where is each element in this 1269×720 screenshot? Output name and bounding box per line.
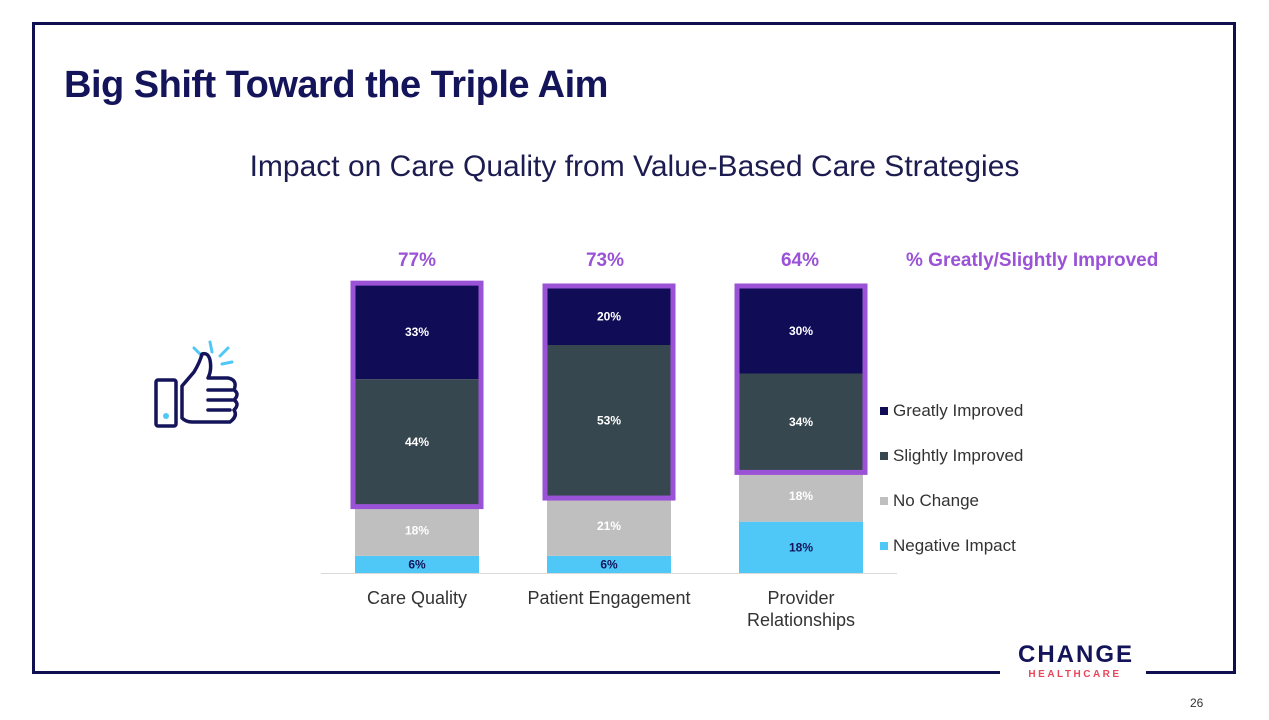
data-label-provider-relationships-no-change: 18%: [789, 489, 813, 503]
slide-title: Big Shift Toward the Triple Aim: [64, 64, 608, 106]
bar-patient-engagement-negative-impact: [547, 555, 671, 573]
improved-highlight-care-quality: [350, 280, 484, 510]
logo-sub-text: HEALTHCARE: [1028, 669, 1122, 680]
legend-item-negative-impact: Negative Impact: [880, 523, 1023, 568]
bar-patient-engagement-slightly-improved: [547, 345, 671, 497]
thumbs-up-icon: [154, 340, 239, 428]
legend-label: Greatly Improved: [893, 400, 1024, 420]
legend-item-greatly-improved: Greatly Improved: [880, 388, 1023, 433]
improved-total-provider-relationships: 64%: [780, 250, 820, 271]
bar-care-quality-no-change: [355, 504, 479, 556]
data-label-care-quality-no-change: 18%: [405, 523, 429, 537]
frame-gap: [1000, 666, 1146, 680]
data-label-provider-relationships-negative-impact: 18%: [789, 540, 813, 554]
improved-highlight-provider-relationships: [734, 283, 868, 475]
improved-highlight-patient-engagement: [542, 283, 676, 501]
data-label-patient-engagement-negative-impact: 6%: [600, 557, 618, 571]
bar-care-quality-slightly-improved: [355, 379, 479, 505]
data-label-patient-engagement-no-change: 21%: [597, 519, 621, 533]
slide-frame: [32, 22, 1236, 674]
legend-swatch: [880, 451, 888, 460]
change-healthcare-logo: CHANGE HEALTHCARE: [1018, 641, 1135, 681]
bar-provider-relationships-no-change: [739, 470, 863, 522]
bar-care-quality-greatly-improved: [355, 285, 479, 380]
data-label-provider-relationships-greatly-improved: 30%: [789, 324, 813, 338]
legend-swatch: [880, 541, 888, 550]
legend-label: Negative Impact: [893, 535, 1016, 555]
data-label-care-quality-slightly-improved: 44%: [405, 435, 429, 449]
bar-provider-relationships-greatly-improved: [739, 288, 863, 374]
page-number: 26: [1190, 696, 1204, 710]
bar-patient-engagement-greatly-improved: [547, 288, 671, 345]
chart-legend: Greatly Improved Slightly Improved No Ch…: [880, 388, 1023, 568]
legend-item-slightly-improved: Slightly Improved: [880, 433, 1023, 478]
bar-provider-relationships-negative-impact: [739, 521, 863, 573]
data-label-care-quality-negative-impact: 6%: [408, 557, 426, 571]
category-label-care-quality: Care Quality: [366, 588, 468, 608]
improved-total-patient-engagement: 73%: [585, 250, 625, 271]
improved-total-care-quality: 77%: [397, 250, 437, 271]
data-label-care-quality-greatly-improved: 33%: [405, 325, 429, 339]
legend-swatch: [880, 496, 888, 505]
legend-swatch: [880, 406, 888, 415]
bar-patient-engagement-no-change: [547, 496, 671, 556]
legend-label: No Change: [893, 490, 980, 510]
category-label-patient-engagement: Patient Engagement: [527, 588, 691, 608]
legend-item-no-change: No Change: [880, 478, 1023, 523]
logo-main-text: CHANGE: [1018, 641, 1135, 668]
data-label-patient-engagement-slightly-improved: 53%: [597, 414, 621, 428]
bar-care-quality-negative-impact: [355, 555, 479, 573]
chart-title: Impact on Care Quality from Value-Based …: [249, 150, 1020, 183]
improved-caption: % Greatly/Slightly Improved: [906, 250, 1159, 271]
bar-provider-relationships-slightly-improved: [739, 373, 863, 471]
data-label-patient-engagement-greatly-improved: 20%: [597, 310, 621, 324]
data-label-provider-relationships-slightly-improved: 34%: [789, 415, 813, 429]
category-label-provider-relationships: Provider Relationships: [746, 588, 856, 630]
legend-label: Slightly Improved: [893, 445, 1024, 465]
